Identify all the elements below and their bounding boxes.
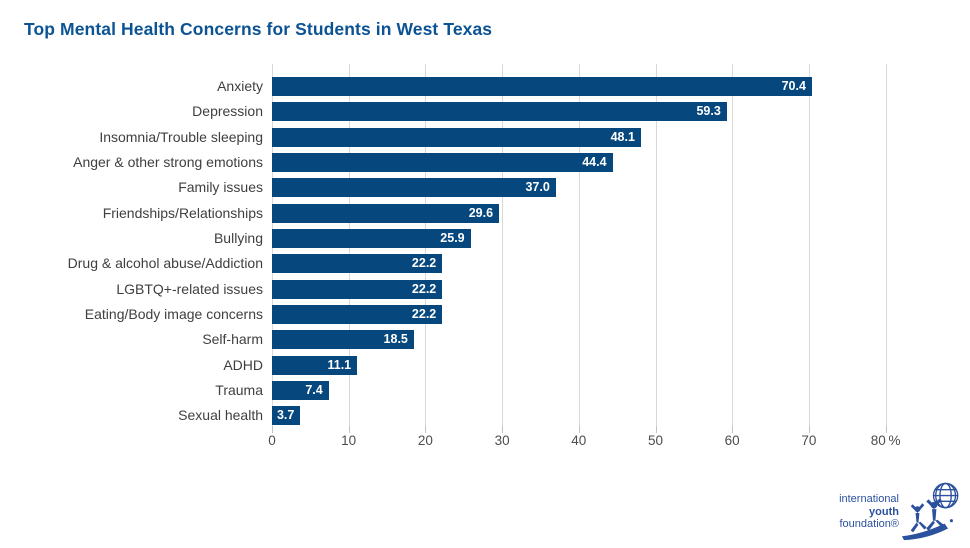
bar: 59.3 <box>272 102 727 122</box>
bar: 25.9 <box>272 228 471 248</box>
bar-row: Drug & alcohol abuse/Addiction 22.2 <box>0 254 970 274</box>
bar-value-label: 48.1 <box>610 129 635 144</box>
bar-row: Family issues 37.0 <box>0 178 970 198</box>
axis-tick <box>348 426 350 433</box>
bar-row: ADHD 11.1 <box>0 355 970 375</box>
bar-value-label: 18.5 <box>383 332 408 347</box>
bar-value-label: 37.0 <box>525 180 550 195</box>
bar-row: LGBTQ+-related issues 22.2 <box>0 279 970 299</box>
bar: 7.4 <box>272 380 329 400</box>
bar: 22.2 <box>272 279 443 299</box>
bar-value-label: 22.2 <box>411 306 437 321</box>
category-label: Depression <box>192 103 263 120</box>
category-label: Eating/Body image concerns <box>84 305 263 322</box>
bar: 18.5 <box>272 330 414 350</box>
axis-tick-label: 0 <box>268 433 276 448</box>
bar-row: Insomnia/Trouble sleeping 48.1 <box>0 127 970 147</box>
axis-tick-label: 10 <box>341 433 357 448</box>
gridline <box>885 64 887 426</box>
bar-value-label: 25.9 <box>440 230 465 245</box>
bar-row: Friendships/Relationships 29.6 <box>0 203 970 223</box>
gridline <box>808 64 810 426</box>
axis-tick <box>272 426 273 433</box>
bar-chart: Anxiety 70.4 Depression 59.3 Insomnia/Troubl… <box>0 64 970 448</box>
bar-row: Anxiety 70.4 <box>0 77 970 96</box>
bar-row: Self-harm 18.5 <box>0 330 970 350</box>
gridline <box>502 64 504 426</box>
axis-tick-label: 50 <box>647 433 664 448</box>
bar: 44.4 <box>272 152 613 172</box>
axis-tick <box>885 426 887 433</box>
category-label: Family issues <box>178 179 263 196</box>
category-label: Insomnia/Trouble sleeping <box>99 128 263 145</box>
axis-tick <box>578 426 580 433</box>
bar: 11.1 <box>272 355 358 375</box>
category-label: Bullying <box>213 229 263 246</box>
bar: 22.2 <box>272 254 443 274</box>
gridline <box>732 64 734 426</box>
axis-tick-label: 30 <box>494 433 510 448</box>
axis-tick-label: 20 <box>417 433 433 448</box>
bar: 29.6 <box>272 203 500 223</box>
bar-value-label: 7.4 <box>305 382 323 397</box>
axis-tick-label: 60 <box>724 433 740 448</box>
iyf-logo: international youth foundation® <box>839 480 964 544</box>
axis-tick <box>425 426 427 433</box>
bar: 22.2 <box>272 304 443 324</box>
bar-value-label: 44.4 <box>582 154 607 169</box>
chart-title: Top Mental Health Concerns for Students … <box>24 19 493 39</box>
bar-row: Depression 59.3 <box>0 102 970 122</box>
bar-value-label: 3.7 <box>276 408 295 423</box>
bar-row: Eating/Body image concerns 22.2 <box>0 304 970 324</box>
logo-text: international youth foundation® <box>839 493 899 531</box>
axis-tick-label: 70 <box>801 433 817 448</box>
category-label: Sexual health <box>178 407 263 424</box>
axis-tick <box>502 426 504 433</box>
logo-text-youth: youth <box>869 505 899 518</box>
axis-tick <box>655 426 657 433</box>
axis-tick-label: 40 <box>571 433 587 448</box>
bar-value-label: 11.1 <box>327 357 352 372</box>
bar-row: Trauma 7.4 <box>0 380 970 400</box>
bar-value-label: 59.3 <box>696 104 721 119</box>
category-label: Friendships/Relationships <box>102 204 263 221</box>
bar: 3.7 <box>272 406 301 426</box>
bar-row: Anger & other strong emotions 44.4 <box>0 152 970 172</box>
axis-tick <box>808 426 810 433</box>
bar-value-label: 70.4 <box>781 79 806 93</box>
bar-row: Sexual health 3.7 <box>0 406 970 426</box>
bar: 48.1 <box>272 127 641 147</box>
category-label: Drug & alcohol abuse/Addiction <box>67 255 263 272</box>
bar: 70.4 <box>272 77 812 96</box>
category-label: LGBTQ+-related issues <box>116 280 263 297</box>
bar: 37.0 <box>272 178 556 198</box>
category-label: ADHD <box>223 356 263 373</box>
logo-text-international: international <box>839 493 899 506</box>
globe-figures-icon <box>902 482 959 541</box>
bar-value-label: 22.2 <box>411 281 437 296</box>
category-label: Trauma <box>215 381 263 398</box>
axis-tick-label: 80 % <box>870 433 901 448</box>
gridline <box>655 64 657 426</box>
axis-tick <box>732 426 734 433</box>
category-label: Anger & other strong emotions <box>73 153 263 170</box>
gridline <box>578 64 580 426</box>
category-label: Anxiety <box>217 78 263 94</box>
bar-value-label: 29.6 <box>468 205 494 220</box>
category-label: Self-harm <box>202 331 263 348</box>
logo-text-foundation: foundation® <box>839 518 900 531</box>
bar-value-label: 22.2 <box>411 256 437 271</box>
bar-row: Bullying 25.9 <box>0 228 970 248</box>
